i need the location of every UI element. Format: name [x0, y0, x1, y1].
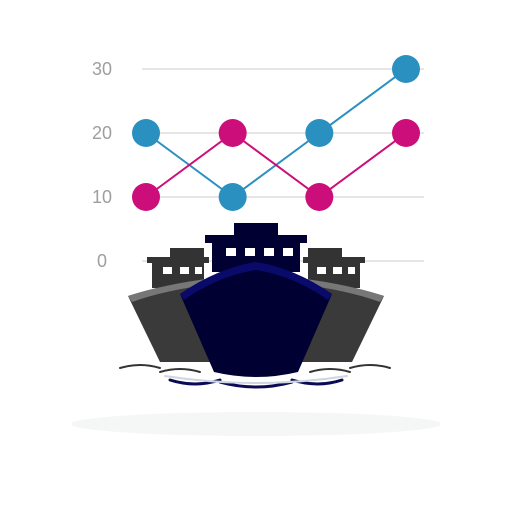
- series-0-point-1: [218, 183, 247, 211]
- front-ship: [180, 223, 332, 377]
- series-1-line: [145, 131, 407, 199]
- series-layer: [132, 55, 420, 211]
- series-0-point-3: [392, 55, 420, 83]
- y-tick-label: 20: [92, 123, 112, 143]
- y-tick-label: 10: [92, 187, 112, 207]
- series-1-point-3: [392, 119, 420, 147]
- cargo-ships-icon: [119, 223, 391, 389]
- y-tick-label: 0: [97, 251, 107, 271]
- y-tick-label: 30: [92, 59, 112, 79]
- series-1-point-2: [305, 183, 334, 211]
- ground-shadow: [71, 412, 441, 436]
- grid-lines: [142, 68, 424, 262]
- series-1-point-0: [132, 183, 160, 211]
- y-axis-ticks: 0 10 20 30: [92, 59, 112, 271]
- water-waves: [119, 364, 391, 389]
- series-1-point-1: [218, 119, 247, 147]
- series-0-point-0: [132, 119, 160, 147]
- series-0-point-2: [305, 119, 334, 147]
